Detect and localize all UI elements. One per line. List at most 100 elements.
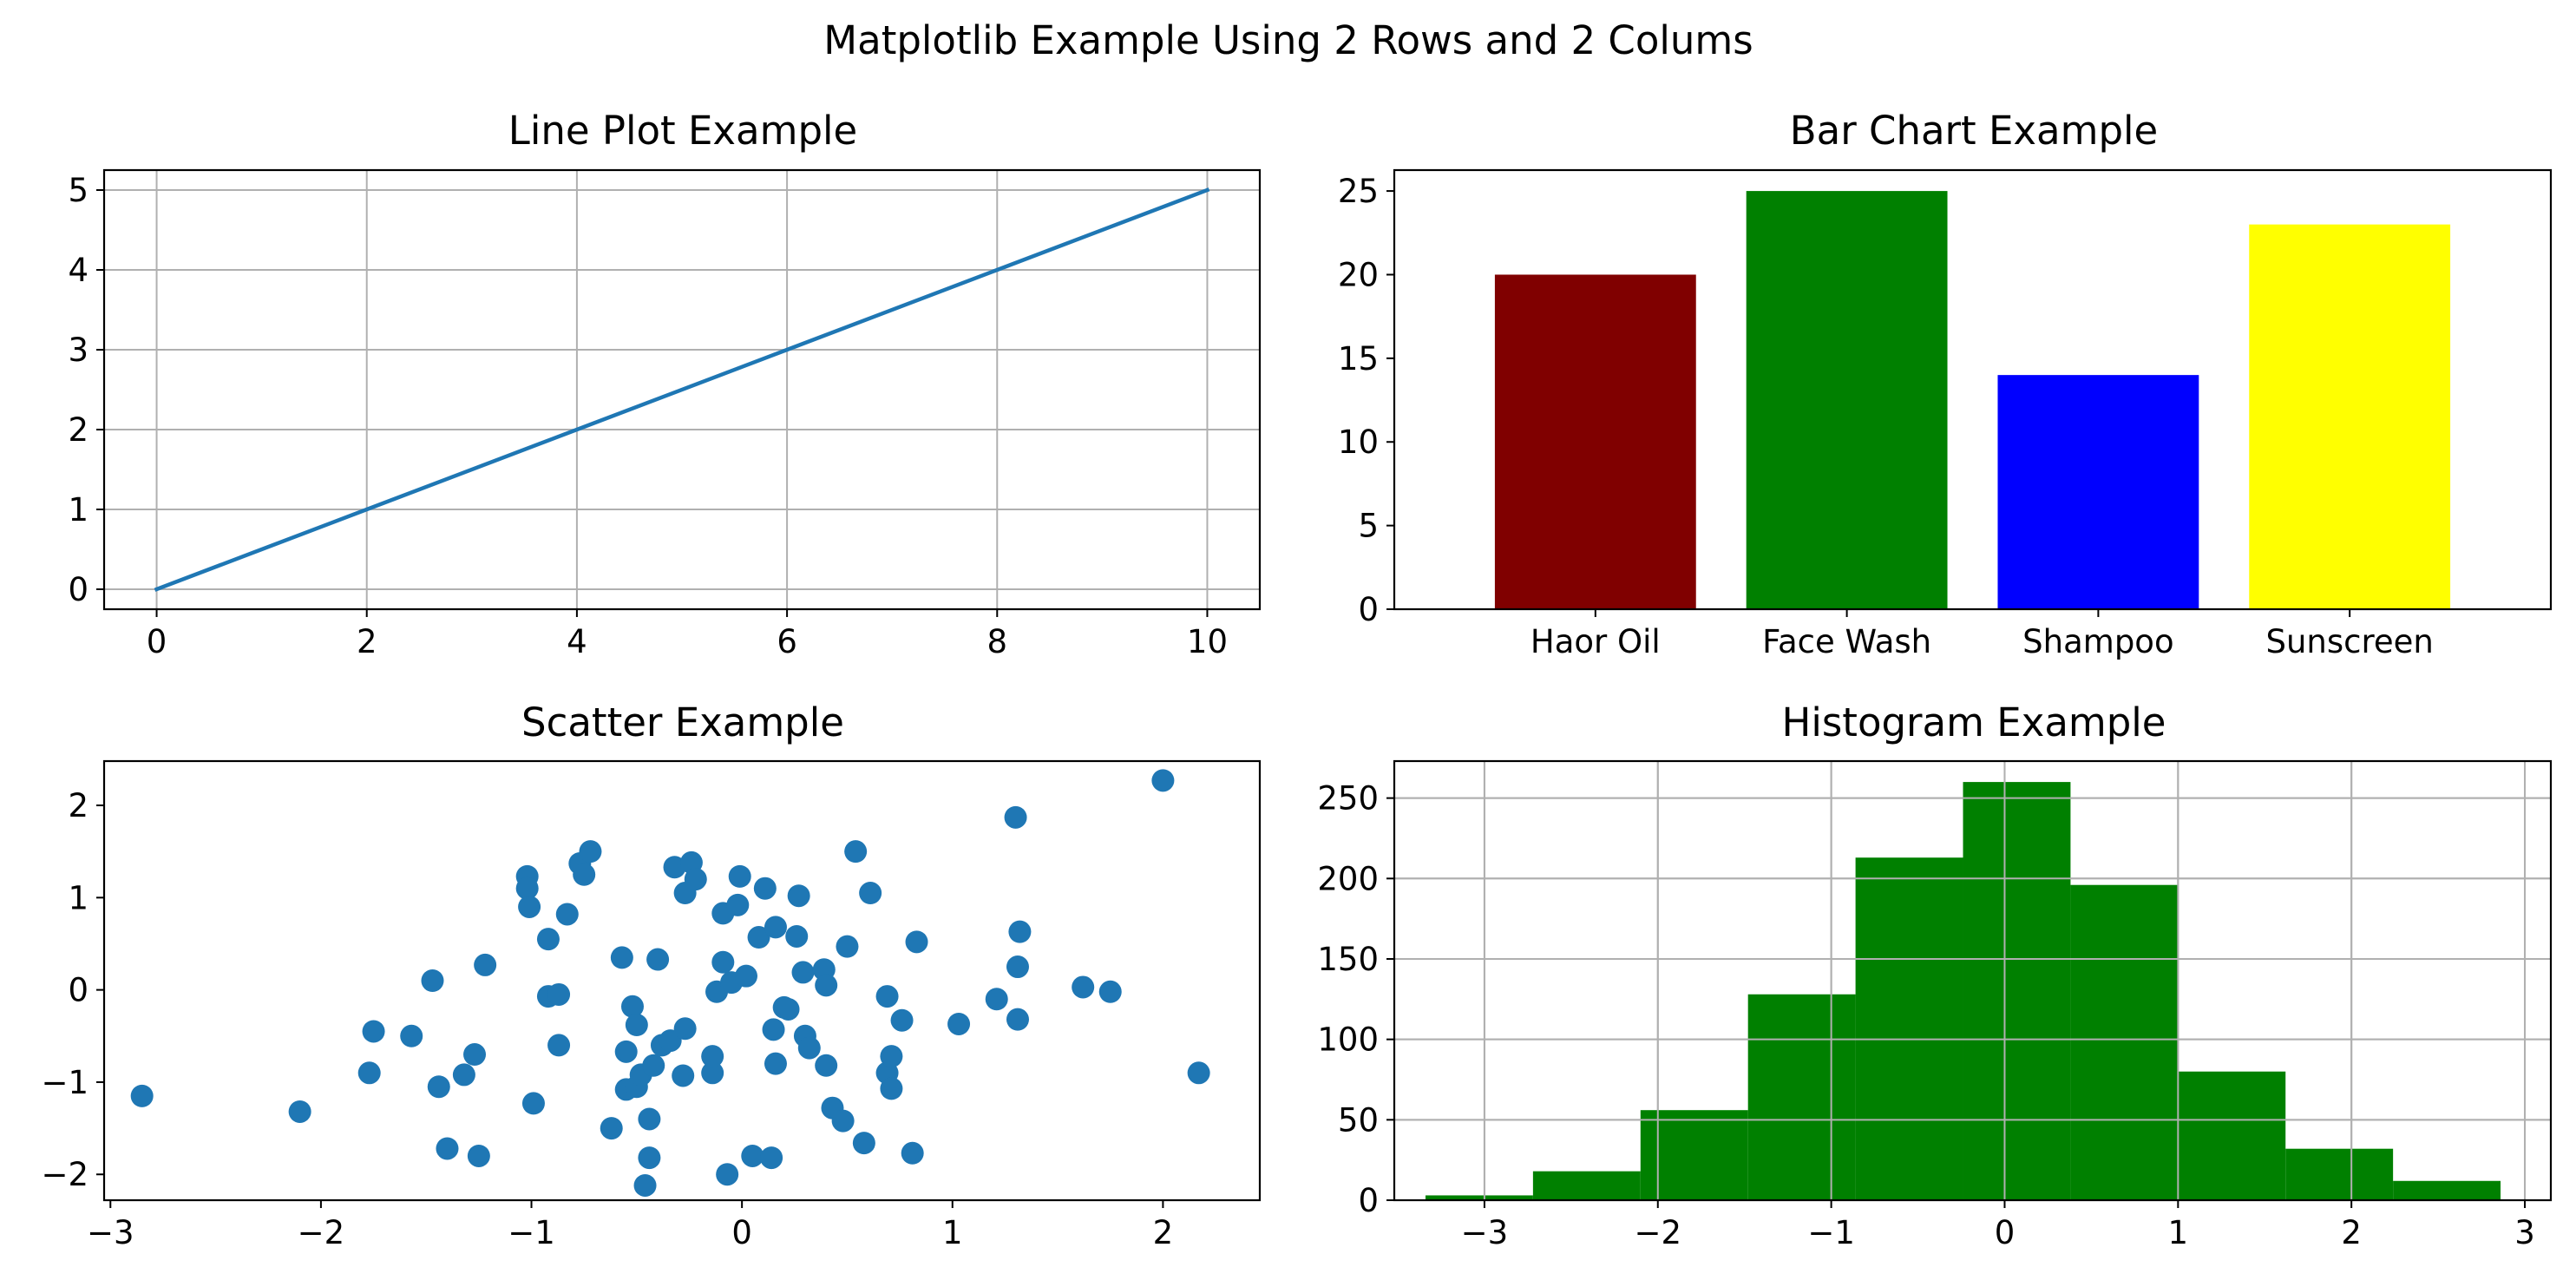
bar-chart-axes-frame <box>1393 168 2553 611</box>
scatter-point <box>625 1014 648 1037</box>
bar-chart-y-tick-label: 25 <box>1338 173 1379 210</box>
line-plot-title: Line Plot Example <box>508 108 857 154</box>
scatter-point <box>760 1146 783 1170</box>
line-plot-y-tick-label: 1 <box>68 491 88 529</box>
bar-chart-y-tick-label: 0 <box>1358 591 1379 628</box>
bar-chart-x-tick-label: Haor Oil <box>1531 623 1661 660</box>
scatter-point <box>463 1043 487 1067</box>
scatter-point <box>1072 975 1095 999</box>
histogram-y-tick-label: 100 <box>1317 1021 1379 1059</box>
scatter-point <box>357 1061 381 1085</box>
scatter-point <box>1098 980 1122 1003</box>
scatter-point <box>646 948 670 971</box>
scatter-y-tick-label: −2 <box>41 1156 88 1193</box>
scatter-y-tick-label: 2 <box>68 787 88 824</box>
bar-chart-y-tick-label: 15 <box>1338 340 1379 378</box>
scatter-point <box>747 926 770 949</box>
scatter-point <box>362 1020 385 1043</box>
histogram-bin <box>1747 994 1856 1200</box>
scatter-x-tick-label: −2 <box>298 1214 345 1251</box>
scatter-x-tick-label: −1 <box>508 1214 555 1251</box>
scatter-panel: Scatter Example −3 −2 −1 0 1 2 −2 −1 0 1 2 <box>41 699 1262 1251</box>
histogram-y-tick-label: 150 <box>1317 941 1379 978</box>
scatter-x-tick-label: 0 <box>731 1214 752 1251</box>
scatter-point <box>638 1107 661 1131</box>
histogram-panel: Histogram Example −3 −2 −1 0 1 2 3 0 50 100 150 200… <box>1317 699 2553 1251</box>
scatter-point <box>638 1146 661 1170</box>
scatter-point <box>642 1054 665 1077</box>
bar-haor-oil <box>1494 274 1696 609</box>
scatter-point <box>844 840 868 863</box>
histogram-bin <box>2285 1148 2394 1200</box>
scatter-x-tick-label: −3 <box>87 1214 134 1251</box>
scatter-point <box>764 916 787 939</box>
scatter-point <box>762 1018 785 1041</box>
bar-chart-y-tick-label: 20 <box>1338 256 1379 293</box>
scatter-point <box>474 953 497 976</box>
scatter-point <box>985 988 1008 1011</box>
scatter-point <box>579 840 602 863</box>
histogram-bin <box>2393 1180 2501 1200</box>
histogram-x-tick-label: −2 <box>1634 1214 1681 1251</box>
scatter-point <box>536 928 560 951</box>
scatter-point <box>436 1137 459 1160</box>
scatter-point <box>880 1077 903 1100</box>
histogram-axes-frame <box>1393 759 2553 1202</box>
scatter-point <box>815 974 838 997</box>
scatter-point <box>130 1084 154 1107</box>
scatter-point <box>701 1061 724 1085</box>
scatter-point <box>735 964 757 988</box>
histogram-bin <box>1425 1195 1533 1200</box>
line-plot-x-tick-label: 10 <box>1187 623 1228 660</box>
scatter-point <box>753 877 777 900</box>
line-plot-x-tick-label: 4 <box>567 623 587 660</box>
scatter-x-tick-label: 2 <box>1153 1214 1174 1251</box>
scatter-point <box>764 1052 787 1075</box>
scatter-point <box>427 1075 450 1099</box>
bar-chart-x-tick-label: Shampoo <box>2022 623 2173 660</box>
scatter-y-tick-label: 1 <box>68 879 88 916</box>
scatter-point <box>791 961 815 984</box>
histogram-y-tick-label: 200 <box>1317 860 1379 897</box>
scatter-point <box>701 1045 724 1068</box>
scatter-point <box>614 1040 638 1063</box>
figure-title: Matplotlib Example Using 2 Rows and 2 Co… <box>823 17 1753 63</box>
scatter-y-tick-label: −1 <box>41 1064 88 1101</box>
scatter-point <box>555 903 579 926</box>
scatter-title: Scatter Example <box>521 699 844 745</box>
scatter-point <box>947 1012 971 1035</box>
scatter-point <box>787 884 810 908</box>
scatter-point <box>400 1024 423 1047</box>
scatter-axes-frame <box>102 759 1262 1202</box>
scatter-point <box>288 1100 311 1123</box>
scatter-point <box>684 868 707 891</box>
bar-chart-y-tick-label: 5 <box>1358 508 1379 545</box>
line-series <box>154 187 1210 592</box>
scatter-point <box>785 924 809 948</box>
bar-chart-x-tick-label: Sunscreen <box>2265 623 2433 660</box>
scatter-point <box>673 1017 697 1041</box>
scatter-point <box>859 882 882 905</box>
scatter-point <box>797 1036 821 1060</box>
scatter-point <box>521 1092 545 1115</box>
scatter-point <box>905 930 928 954</box>
histogram-x-tick-label: 2 <box>2341 1214 2362 1251</box>
scatter-point <box>421 969 444 992</box>
histogram-bin <box>2070 884 2179 1200</box>
histogram-x-tick-label: 3 <box>2514 1214 2535 1251</box>
scatter-point <box>852 1132 875 1155</box>
line-plot-x-tick-label: 2 <box>357 623 377 660</box>
bar-chart-x-tick-label: Face Wash <box>1762 623 1931 660</box>
scatter-point <box>515 877 539 900</box>
line-plot-y-tick-label: 2 <box>68 411 88 449</box>
histogram-y-tick-label: 250 <box>1317 780 1379 818</box>
bar-shampoo <box>1997 375 2199 609</box>
scatter-y-tick-label: 0 <box>68 972 88 1009</box>
scatter-point <box>1187 1061 1210 1085</box>
histogram-bin <box>2178 1071 2286 1200</box>
histogram-bin <box>1855 857 1963 1200</box>
line-plot-x-tick-label: 8 <box>986 623 1007 660</box>
histogram-y-tick-label: 0 <box>1358 1182 1379 1219</box>
scatter-point <box>875 985 899 1008</box>
histogram-x-tick-label: 0 <box>1995 1214 2016 1251</box>
